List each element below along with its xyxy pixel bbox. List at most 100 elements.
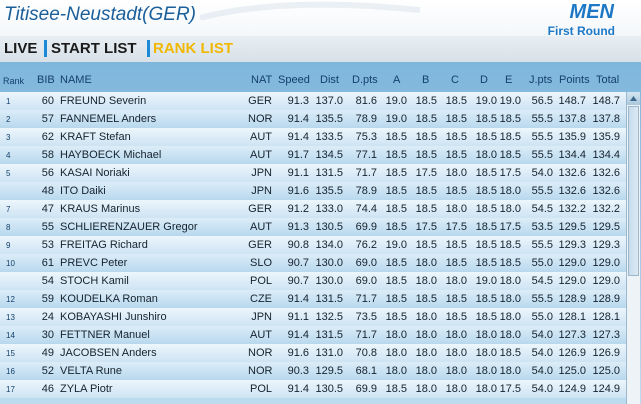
header-nat[interactable]: NAT — [251, 74, 273, 86]
cell-rank: 15 — [6, 349, 15, 358]
header-total[interactable]: Total — [596, 74, 620, 86]
cell-rank: 5 — [6, 169, 11, 178]
header-dist[interactable]: Dist — [320, 74, 339, 86]
header-d[interactable]: D — [480, 74, 488, 86]
tab-live[interactable]: LIVE — [4, 40, 38, 57]
cell-a: 19.0 — [385, 113, 407, 125]
table-row[interactable]: 54 STOCH Kamil POL 90.7 130.0 69.0 18.5 18.0 18.… — [0, 272, 626, 290]
cell-c: 18.5 — [445, 95, 467, 107]
table-row[interactable]: 8 55 SCHLIERENZAUER Gregor AUT 91.3 130.5 69.9… — [0, 218, 626, 236]
table-row[interactable]: 4 58 HAYBOECK Michael AUT 91.7 134.5 77.1 18.5 1… — [0, 146, 626, 164]
cell-rank: 2 — [6, 115, 11, 124]
header-c[interactable]: C — [451, 74, 459, 86]
cell-name: KOUDELKA Roman — [60, 293, 158, 305]
cell-points: 137.8 — [558, 113, 586, 125]
cell-points: 132.6 — [558, 185, 586, 197]
table-row[interactable]: 12 59 KOUDELKA Roman CZE 91.4 131.5 71.7 18.5 18… — [0, 290, 626, 308]
table-row[interactable]: 2 57 FANNEMEL Anders NOR 91.4 135.5 78.9 19.0 18… — [0, 110, 626, 128]
cell-dpts: 76.2 — [355, 239, 377, 251]
cell-speed: 91.4 — [287, 383, 309, 395]
cell-name: PREVC Peter — [60, 257, 128, 269]
cell-name: KOBAYASHI Junshiro — [60, 311, 167, 323]
cell-points: 129.5 — [558, 221, 586, 233]
header-dpts[interactable]: D.pts — [352, 74, 378, 86]
header-b[interactable]: B — [422, 74, 430, 86]
cell-speed: 91.2 — [287, 203, 309, 215]
cell-speed: 91.1 — [287, 311, 309, 323]
cell-a: 18.5 — [385, 275, 407, 287]
tab-rank-list[interactable]: RANK LIST — [153, 40, 233, 57]
table-row[interactable]: 48 ITO Daiki JPN 91.6 135.5 78.9 18.5 18.5 18.5 1… — [0, 182, 626, 200]
header-rank[interactable]: Rank — [3, 76, 25, 86]
cell-c: 18.5 — [445, 131, 467, 143]
cell-name: SCHLIERENZAUER Gregor — [60, 221, 198, 233]
table-row[interactable]: 9 53 FREITAG Richard GER 90.8 134.0 76.2 19.0 18… — [0, 236, 626, 254]
cell-c: 18.0 — [445, 167, 467, 179]
cell-jpts: 56.5 — [531, 95, 553, 107]
cell-e: 18.0 — [499, 293, 521, 305]
cell-c: 18.0 — [445, 365, 467, 377]
header-name[interactable]: NAME — [60, 74, 92, 86]
cell-dist: 131.0 — [315, 347, 343, 359]
cell-dpts: 77.1 — [355, 149, 377, 161]
header-a[interactable]: A — [393, 74, 401, 86]
cell-total: 125.0 — [592, 365, 620, 377]
cell-bib: 46 — [41, 383, 54, 395]
table-row[interactable]: 15 49 JACOBSEN Anders NOR 91.6 131.0 70.8 18.0 1… — [0, 344, 626, 362]
header: Titisee-Neustadt(GER) MEN First Round — [0, 0, 641, 38]
cell-rank: 10 — [6, 259, 15, 268]
cell-total: 127.3 — [592, 329, 620, 341]
cell-e: 17.5 — [499, 167, 521, 179]
cell-speed: 91.7 — [287, 149, 309, 161]
header-points[interactable]: Points — [559, 74, 590, 86]
cell-b: 18.5 — [415, 149, 437, 161]
cell-speed: 90.7 — [287, 275, 309, 287]
table-row[interactable]: 5 56 KASAI Noriaki JPN 91.1 131.5 71.7 18.5 17.5… — [0, 164, 626, 182]
table-row[interactable]: 17 46 ZYLA Piotr POL 91.4 130.5 69.9 18.5 18.0 18… — [0, 380, 626, 398]
header-bib[interactable]: BIB — [37, 74, 55, 86]
cell-e: 18.5 — [499, 113, 521, 125]
header-e[interactable]: E — [505, 74, 513, 86]
cell-b: 17.5 — [415, 221, 437, 233]
cell-points: 132.2 — [558, 203, 586, 215]
cell-d: 18.5 — [475, 113, 497, 125]
header-speed[interactable]: Speed — [278, 74, 310, 86]
cell-a: 18.5 — [385, 149, 407, 161]
cell-a: 18.5 — [385, 203, 407, 215]
cell-dist: 131.5 — [315, 329, 343, 341]
cell-points: 135.9 — [558, 131, 586, 143]
cell-speed: 91.4 — [287, 293, 309, 305]
scroll-up-button[interactable] — [627, 92, 640, 105]
table-row[interactable]: 1 60 FREUND Severin GER 91.3 137.0 81.6 19.0 18.… — [0, 92, 626, 110]
header-jpts[interactable]: J.pts — [529, 74, 553, 86]
cell-nat: JPN — [251, 311, 272, 323]
table-row[interactable]: 7 47 KRAUS Marinus GER 91.2 133.0 74.4 18.5 18.5… — [0, 200, 626, 218]
cell-dpts: 69.9 — [355, 221, 377, 233]
tab-start-list[interactable]: START LIST — [51, 40, 137, 57]
cell-rank: 13 — [6, 313, 15, 322]
arrow-up-icon — [630, 96, 637, 101]
table-row[interactable]: 16 52 VELTA Rune NOR 90.3 129.5 68.1 18.0 18.0 18… — [0, 362, 626, 380]
cell-name: FREITAG Richard — [60, 239, 148, 251]
table-row[interactable]: 13 24 KOBAYASHI Junshiro JPN 91.1 132.5 73.5 18… — [0, 308, 626, 326]
cell-c: 18.5 — [445, 311, 467, 323]
scroll-thumb[interactable] — [628, 106, 639, 276]
cell-name: KRAFT Stefan — [60, 131, 131, 143]
cell-total: 129.3 — [592, 239, 620, 251]
table-row[interactable]: 10 61 PREVC Peter SLO 90.7 130.0 69.0 18.5 18.0 1… — [0, 254, 626, 272]
cell-bib: 24 — [41, 311, 54, 323]
cell-total: 148.7 — [592, 95, 620, 107]
cell-dist: 133.0 — [315, 203, 343, 215]
cell-e: 18.0 — [499, 311, 521, 323]
nav-bar: LIVE START LIST RANK LIST — [0, 36, 641, 62]
vertical-scrollbar[interactable] — [626, 92, 640, 404]
table-row[interactable]: 14 30 FETTNER Manuel AUT 91.4 131.5 71.7 18.0 18… — [0, 326, 626, 344]
table-row[interactable]: 3 62 KRAFT Stefan AUT 91.4 133.5 75.3 18.5 18.5 1… — [0, 128, 626, 146]
cell-bib: 53 — [41, 239, 54, 251]
cell-d: 18.0 — [475, 347, 497, 359]
cell-d: 18.5 — [475, 239, 497, 251]
cell-a: 19.0 — [385, 95, 407, 107]
cell-speed: 91.1 — [287, 167, 309, 179]
cell-d: 18.5 — [475, 131, 497, 143]
cell-b: 18.0 — [415, 365, 437, 377]
